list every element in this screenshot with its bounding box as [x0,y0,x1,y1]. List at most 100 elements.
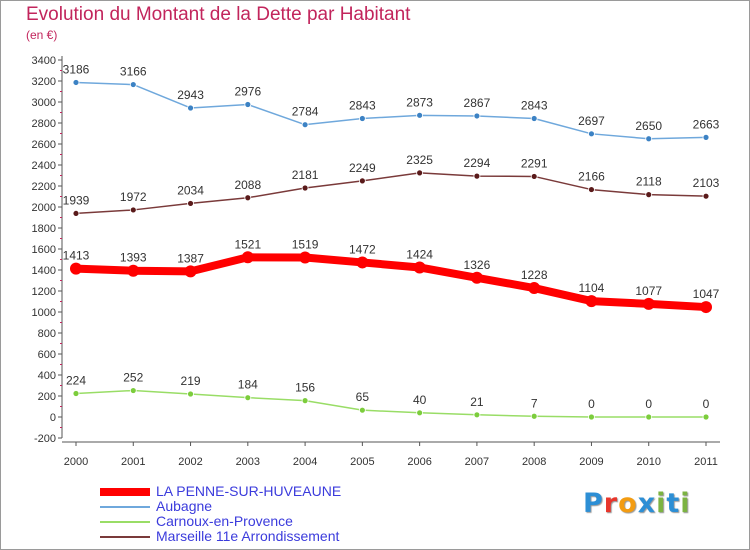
legend-label-la-penne: LA PENNE-SUR-HUVEAUNE [156,483,342,499]
point-carnoux [473,411,481,419]
legend-swatch-carnoux [100,521,150,523]
data-label-la-penne: 1104 [579,281,605,295]
point-aubagne [129,81,137,88]
y-tick-label: 1000 [32,307,56,319]
point-la-penne [528,282,541,295]
legend-swatch-aubagne [100,506,150,508]
data-label-la-penne: 1472 [349,242,376,256]
data-label-carnoux: 7 [531,396,538,410]
legend-swatch-la-penne [100,488,150,496]
point-carnoux [72,390,80,397]
legend-swatch-marseille [100,536,150,538]
y-tick-label: -200 [34,433,56,445]
logo-letter: i [656,488,667,519]
data-label-carnoux: 0 [588,397,595,411]
data-label-marseille: 2291 [521,156,548,170]
data-label-la-penne: 1326 [464,258,491,272]
data-label-carnoux: 40 [413,393,427,407]
point-carnoux [702,413,710,421]
proxiti-logo: Proxiti [583,488,691,519]
x-tick-label: 2000 [64,456,88,468]
data-label-carnoux: 156 [295,381,315,395]
y-tick-label: 2200 [32,181,56,193]
chart-subtitle: (en €) [26,28,58,42]
y-tick-label: 0 [50,412,56,424]
point-carnoux [358,406,366,414]
y-tick-label: 1200 [32,286,56,298]
data-label-la-penne: 1393 [120,251,147,265]
point-aubagne [530,115,538,122]
y-tick-label: 1400 [32,265,56,277]
y-tick-label: 3400 [32,55,56,67]
x-tick-label: 2006 [407,456,431,468]
point-aubagne [473,112,481,120]
data-label-aubagne: 2976 [234,85,261,99]
data-label-aubagne: 2663 [693,117,720,131]
chart-title: Evolution du Montant de la Dette par Hab… [26,4,411,25]
point-aubagne [301,121,309,129]
data-label-carnoux: 65 [356,390,370,404]
data-label-la-penne: 1047 [693,287,720,301]
x-tick-label: 2002 [178,456,202,468]
data-label-carnoux: 0 [703,397,710,411]
x-tick-label: 2011 [694,456,718,468]
data-label-marseille: 1972 [120,190,147,204]
data-label-aubagne: 2867 [464,96,491,110]
data-label-marseille: 2181 [292,168,319,182]
point-la-penne [184,265,197,278]
x-tick-label: 2003 [236,456,260,468]
legend-label-carnoux: Carnoux-en-Provence [156,513,293,529]
point-aubagne [416,111,424,119]
y-tick-label: 600 [38,349,56,361]
point-la-penne [413,261,426,274]
data-label-carnoux: 21 [470,395,484,409]
point-marseille [187,200,194,207]
point-marseille [72,210,80,217]
point-la-penne [470,271,483,284]
x-tick-label: 2007 [465,456,489,468]
point-carnoux [301,397,309,405]
data-label-aubagne: 2784 [292,105,319,119]
point-marseille [645,191,653,199]
legend-label-aubagne: Aubagne [156,498,213,514]
point-carnoux [416,409,424,417]
point-carnoux [244,394,252,402]
data-label-aubagne: 3166 [120,65,147,79]
point-la-penne [241,251,254,264]
point-marseille [358,177,366,185]
point-la-penne [299,251,312,264]
data-label-aubagne: 2697 [578,114,605,128]
x-tick-label: 2005 [350,456,374,468]
point-la-penne [356,256,369,269]
legend-label-marseille: Marseille 11e Arrondissement [156,528,340,544]
data-label-aubagne: 2843 [349,98,376,112]
logo-letter: t [666,488,681,519]
point-marseille [416,169,424,177]
data-label-la-penne: 1413 [63,249,90,263]
point-la-penne [700,301,712,314]
point-carnoux [129,387,137,394]
logo-letter: r [603,488,619,519]
data-label-aubagne: 3186 [63,62,90,76]
point-la-penne [642,297,655,310]
y-tick-label: 2000 [32,202,56,214]
data-label-marseille: 2118 [636,175,662,189]
data-label-carnoux: 184 [238,378,258,392]
point-marseille [702,192,710,200]
data-label-la-penne: 1077 [635,284,662,298]
data-label-marseille: 1939 [63,193,90,207]
series-line-carnoux [75,389,707,418]
point-carnoux [187,390,194,398]
point-aubagne [702,133,710,141]
point-carnoux [588,413,595,421]
y-tick-label: 2600 [32,139,56,151]
data-label-marseille: 2088 [234,178,261,192]
point-marseille [129,206,137,214]
y-tick-label: 400 [38,370,56,382]
point-aubagne [187,104,194,112]
y-tick-label: 2800 [32,118,56,130]
data-label-aubagne: 2943 [177,88,204,102]
point-marseille [530,173,538,180]
point-aubagne [588,130,595,138]
